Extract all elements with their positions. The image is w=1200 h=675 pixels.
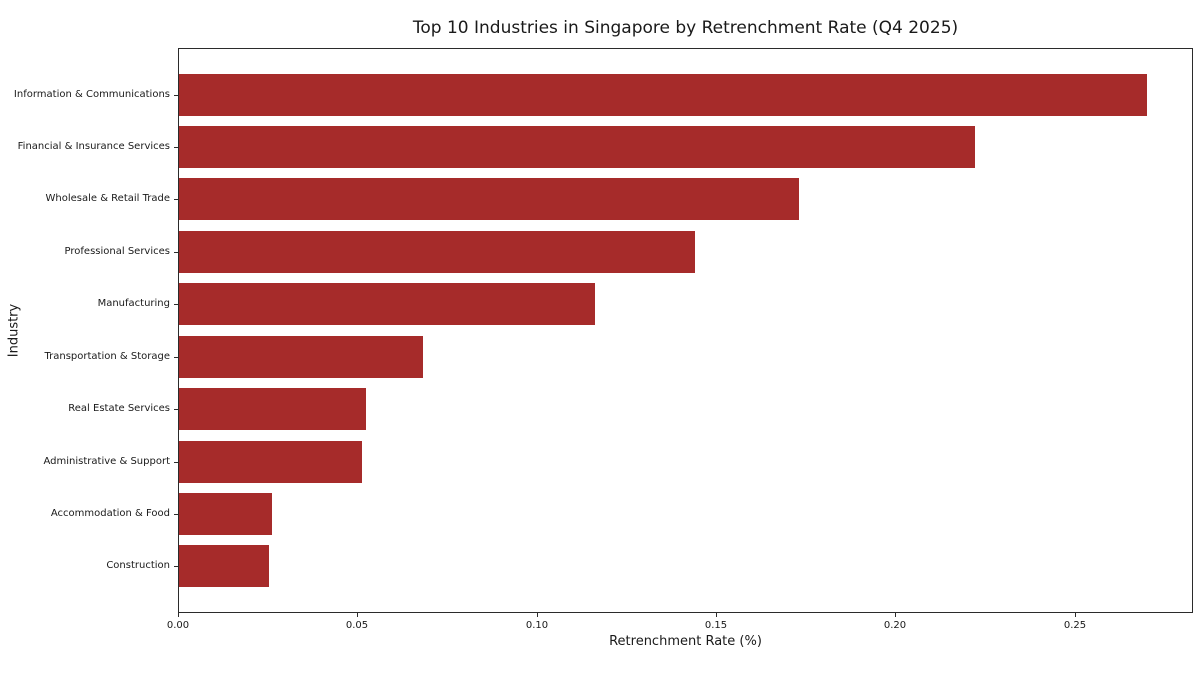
x-tick-mark: [895, 613, 896, 617]
x-tick-mark: [357, 613, 358, 617]
bar: [179, 178, 799, 220]
x-tick-label: 0.00: [166, 620, 190, 631]
y-tick-label: Accommodation & Food: [50, 508, 170, 519]
y-tick-mark: [174, 409, 178, 410]
x-tick-label: 0.10: [525, 620, 549, 631]
bar: [179, 126, 975, 168]
x-tick-mark: [537, 613, 538, 617]
bar: [179, 545, 269, 587]
x-tick-label: 0.20: [883, 620, 907, 631]
y-tick-label: Professional Services: [64, 246, 170, 257]
x-tick-mark: [1075, 613, 1076, 617]
y-tick-mark: [174, 357, 178, 358]
y-tick-label: Real Estate Services: [68, 403, 170, 414]
y-tick-label: Financial & Insurance Services: [17, 141, 170, 152]
bar: [179, 388, 366, 430]
y-tick-label: Construction: [106, 560, 170, 571]
x-tick-label: 0.05: [345, 620, 369, 631]
y-axis-label: Industry: [6, 303, 22, 358]
x-tick-mark: [178, 613, 179, 617]
x-tick-label: 0.25: [1063, 620, 1087, 631]
y-tick-mark: [174, 147, 178, 148]
bar: [179, 74, 1147, 116]
x-tick-mark: [716, 613, 717, 617]
bar: [179, 493, 272, 535]
y-tick-mark: [174, 462, 178, 463]
y-tick-label: Wholesale & Retail Trade: [45, 193, 170, 204]
y-tick-mark: [174, 252, 178, 253]
y-tick-mark: [174, 566, 178, 567]
y-tick-label: Manufacturing: [97, 298, 170, 309]
chart-title: Top 10 Industries in Singapore by Retren…: [412, 18, 959, 38]
y-tick-label: Information & Communications: [13, 89, 170, 100]
y-tick-mark: [174, 304, 178, 305]
y-tick-mark: [174, 514, 178, 515]
x-tick-label: 0.15: [704, 620, 728, 631]
bar: [179, 441, 362, 483]
bar: [179, 283, 595, 325]
bar: [179, 231, 695, 273]
y-tick-mark: [174, 95, 178, 96]
y-tick-label: Transportation & Storage: [44, 351, 171, 362]
y-tick-label: Administrative & Support: [43, 456, 170, 467]
bar: [179, 336, 423, 378]
y-tick-mark: [174, 199, 178, 200]
x-axis-label: Retrenchment Rate (%): [609, 634, 762, 649]
